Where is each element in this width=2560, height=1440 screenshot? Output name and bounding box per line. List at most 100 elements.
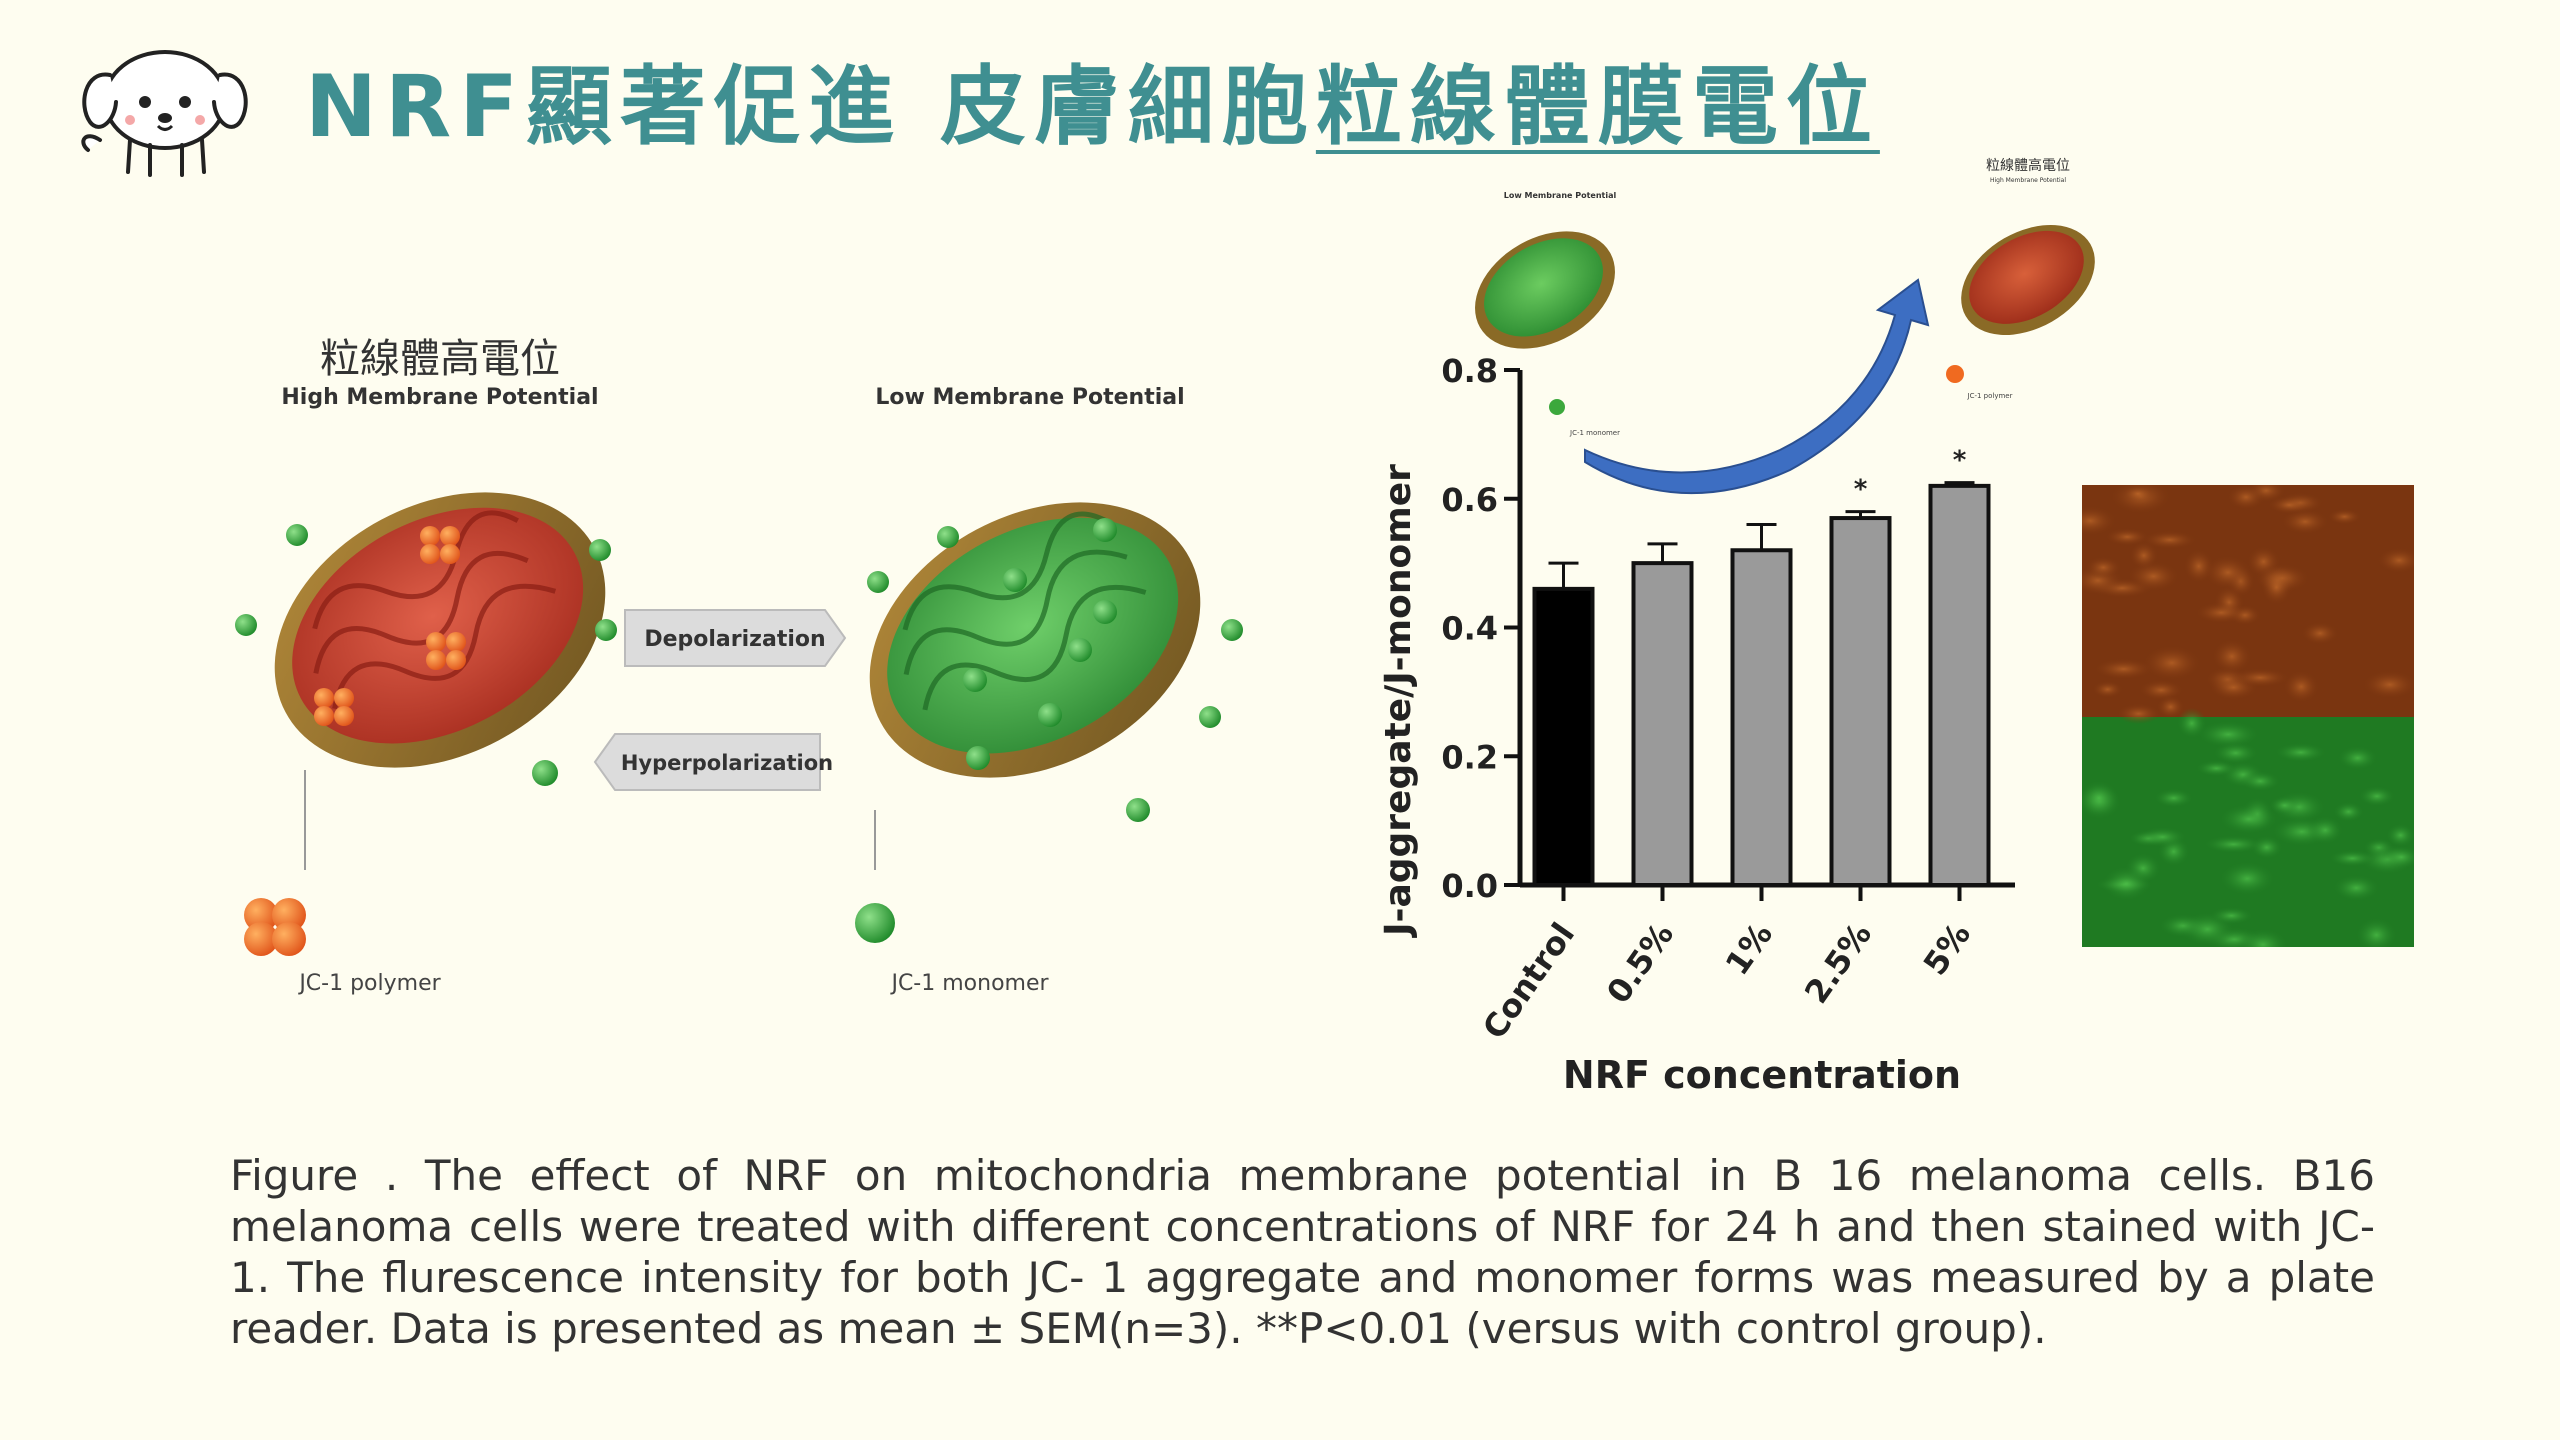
green-cell: [2138, 826, 2187, 848]
page-title: NRF顯著促進 皮膚細胞粒線體膜電位: [305, 52, 1880, 162]
low-potential-mitochondrion: [869, 502, 1201, 778]
red-cell: [2092, 680, 2124, 699]
red-cell: [2142, 645, 2202, 681]
red-cell: [2211, 639, 2252, 674]
bar-0: [1532, 586, 1595, 887]
green-cell: [2355, 917, 2398, 947]
green-cell: [2176, 707, 2207, 739]
x-tick-label: 0.5%: [1599, 916, 1681, 1010]
green-cell: [2269, 796, 2301, 815]
jc1-monomer-label: JC-1 monomer: [889, 971, 1049, 996]
green-cell: [2237, 928, 2289, 947]
red-cell: [2301, 621, 2339, 645]
green-cell: [2328, 849, 2377, 867]
green-cell: [2250, 835, 2283, 860]
green-cell: [2101, 865, 2152, 902]
inset-high-label-en: High Membrane Potential: [1990, 177, 2066, 184]
figure-caption: Figure . The effect of NRF on mitochondr…: [230, 1151, 2375, 1353]
y-tick-label: 0.8: [1441, 352, 1498, 390]
red-cell: [2156, 695, 2185, 719]
inset-monomer-label: JC-1 monomer: [1569, 429, 1620, 437]
red-cell: [2129, 541, 2159, 570]
green-cell: [2386, 823, 2414, 848]
green-cell: [2381, 845, 2414, 869]
green-cell: [2203, 835, 2264, 854]
red-cell: [2138, 679, 2184, 701]
green-cell: [2332, 801, 2365, 822]
jc1-polymer-icon: [244, 898, 306, 956]
red-cell: [2260, 569, 2293, 606]
fluorescence-micrograph: [2082, 485, 2414, 947]
red-cell: [2122, 485, 2154, 502]
green-cell: [2274, 742, 2327, 763]
y-tick-label: 0.6: [1441, 481, 1498, 519]
depolarization-label: Depolarization: [644, 627, 825, 652]
title-underlined: 粒線體膜電位: [1315, 57, 1880, 157]
green-cell: [2153, 788, 2194, 808]
green-cell: [2082, 780, 2120, 816]
red-cell: [2281, 508, 2330, 535]
green-cell: [2358, 785, 2396, 807]
green-dots-right: [867, 526, 1243, 822]
title-main: NRF顯著促進 皮膚細胞: [305, 57, 1316, 157]
red-cell: [2105, 528, 2150, 546]
red-cell: [2093, 658, 2154, 680]
bar-3: [1829, 516, 1892, 887]
green-cell: [2240, 770, 2281, 792]
green-cell: [2195, 760, 2238, 777]
red-cell: [2267, 495, 2311, 515]
green-cell: [2219, 861, 2276, 896]
x-tick-label: Control: [1475, 916, 1582, 1046]
jc1-polymer-label: JC-1 polymer: [297, 971, 441, 996]
red-cell: [2142, 530, 2198, 550]
y-tick-label: 0.0: [1441, 867, 1498, 905]
jc1-monomer-dots: [963, 518, 1117, 770]
green-cell: [2307, 815, 2344, 845]
red-cell: [2377, 547, 2414, 574]
inset-high-label-zh: 粒線體高電位: [1986, 157, 2070, 174]
high-potential-mitochondrion: [274, 492, 606, 768]
y-tick-label: 0.4: [1441, 610, 1498, 648]
mitochondria-illustration: 粒線體高電位 High Membrane Potential Low Membr…: [235, 336, 1243, 996]
x-axis-label: NRF concentration: [1563, 1053, 1961, 1097]
jc1-polymer-clusters: [314, 526, 466, 726]
red-cell: [2204, 555, 2252, 590]
green-cell: [2218, 803, 2279, 835]
x-tick-label: 5%: [1916, 916, 1978, 982]
significance-marker: *: [1953, 446, 1967, 476]
chart-bars: **: [1532, 446, 1991, 887]
red-cell: [2231, 668, 2290, 688]
x-tick-label: 2.5%: [1797, 916, 1879, 1010]
puppy-mascot-icon: [81, 50, 248, 177]
red-cell: [2116, 703, 2161, 724]
bar-2: [1730, 548, 1793, 887]
green-cell: [2337, 745, 2378, 771]
red-cell: [2327, 508, 2362, 525]
red-cell: [2362, 670, 2414, 699]
hyperpolarization-arrow: Hyperpolarization: [593, 733, 833, 791]
inset-polymer-label: JC-1 polymer: [1967, 392, 2013, 400]
hyperpolarization-label: Hyperpolarization: [621, 751, 833, 775]
low-potential-en: Low Membrane Potential: [875, 385, 1184, 410]
red-cell: [2227, 485, 2265, 510]
significance-marker: *: [1854, 475, 1868, 505]
green-cell: [2196, 720, 2260, 748]
x-tick-label: 1%: [1718, 916, 1780, 982]
blue-curved-arrow: [1584, 278, 1930, 495]
red-cell: [2085, 556, 2122, 579]
inset-low-label: Low Membrane Potential: [1504, 191, 1617, 200]
green-dots-left: [235, 524, 617, 786]
red-cell: [2082, 505, 2117, 536]
inset-illustration: Low Membrane Potential JC-1 monomer 粒線體高…: [1475, 157, 2095, 495]
green-cell: [2212, 741, 2259, 765]
green-cell: [2332, 874, 2380, 902]
bar-4: [1928, 483, 1991, 887]
red-cell: [2283, 670, 2320, 703]
bar-chart: Low Membrane Potential JC-1 monomer 粒線體高…: [1378, 157, 2095, 1097]
bar-1: [1631, 561, 1694, 887]
red-cell: [2195, 601, 2248, 624]
green-cell: [2209, 906, 2254, 925]
high-potential-en: High Membrane Potential: [281, 385, 598, 410]
y-axis-label: J-aggregate/J-monomer: [1378, 464, 1419, 939]
